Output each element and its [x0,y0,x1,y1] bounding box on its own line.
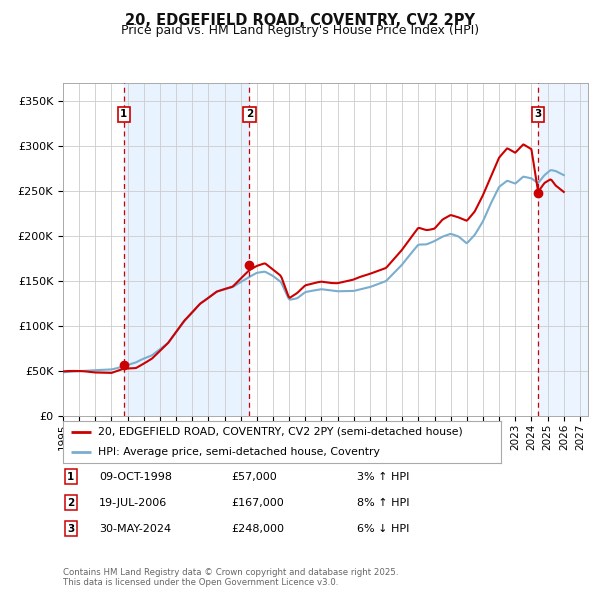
Text: HPI: Average price, semi-detached house, Coventry: HPI: Average price, semi-detached house,… [98,447,380,457]
Text: 3: 3 [535,109,542,119]
Text: Price paid vs. HM Land Registry's House Price Index (HPI): Price paid vs. HM Land Registry's House … [121,24,479,37]
Text: 3: 3 [67,524,74,533]
Text: 30-MAY-2024: 30-MAY-2024 [99,524,171,533]
Text: £248,000: £248,000 [231,524,284,533]
Text: Contains HM Land Registry data © Crown copyright and database right 2025.
This d: Contains HM Land Registry data © Crown c… [63,568,398,587]
Text: 3% ↑ HPI: 3% ↑ HPI [357,472,409,481]
Text: 1: 1 [67,472,74,481]
Text: 2: 2 [67,498,74,507]
Bar [538,83,588,416]
Text: 8% ↑ HPI: 8% ↑ HPI [357,498,409,507]
Text: 2: 2 [246,109,253,119]
Text: £57,000: £57,000 [231,472,277,481]
Text: 1: 1 [120,109,128,119]
Text: 20, EDGEFIELD ROAD, COVENTRY, CV2 2PY: 20, EDGEFIELD ROAD, COVENTRY, CV2 2PY [125,13,475,28]
Text: 19-JUL-2006: 19-JUL-2006 [99,498,167,507]
Text: 6% ↓ HPI: 6% ↓ HPI [357,524,409,533]
Text: 20, EDGEFIELD ROAD, COVENTRY, CV2 2PY (semi-detached house): 20, EDGEFIELD ROAD, COVENTRY, CV2 2PY (s… [98,427,463,437]
Text: 09-OCT-1998: 09-OCT-1998 [99,472,172,481]
Bar [124,83,250,416]
Text: £167,000: £167,000 [231,498,284,507]
